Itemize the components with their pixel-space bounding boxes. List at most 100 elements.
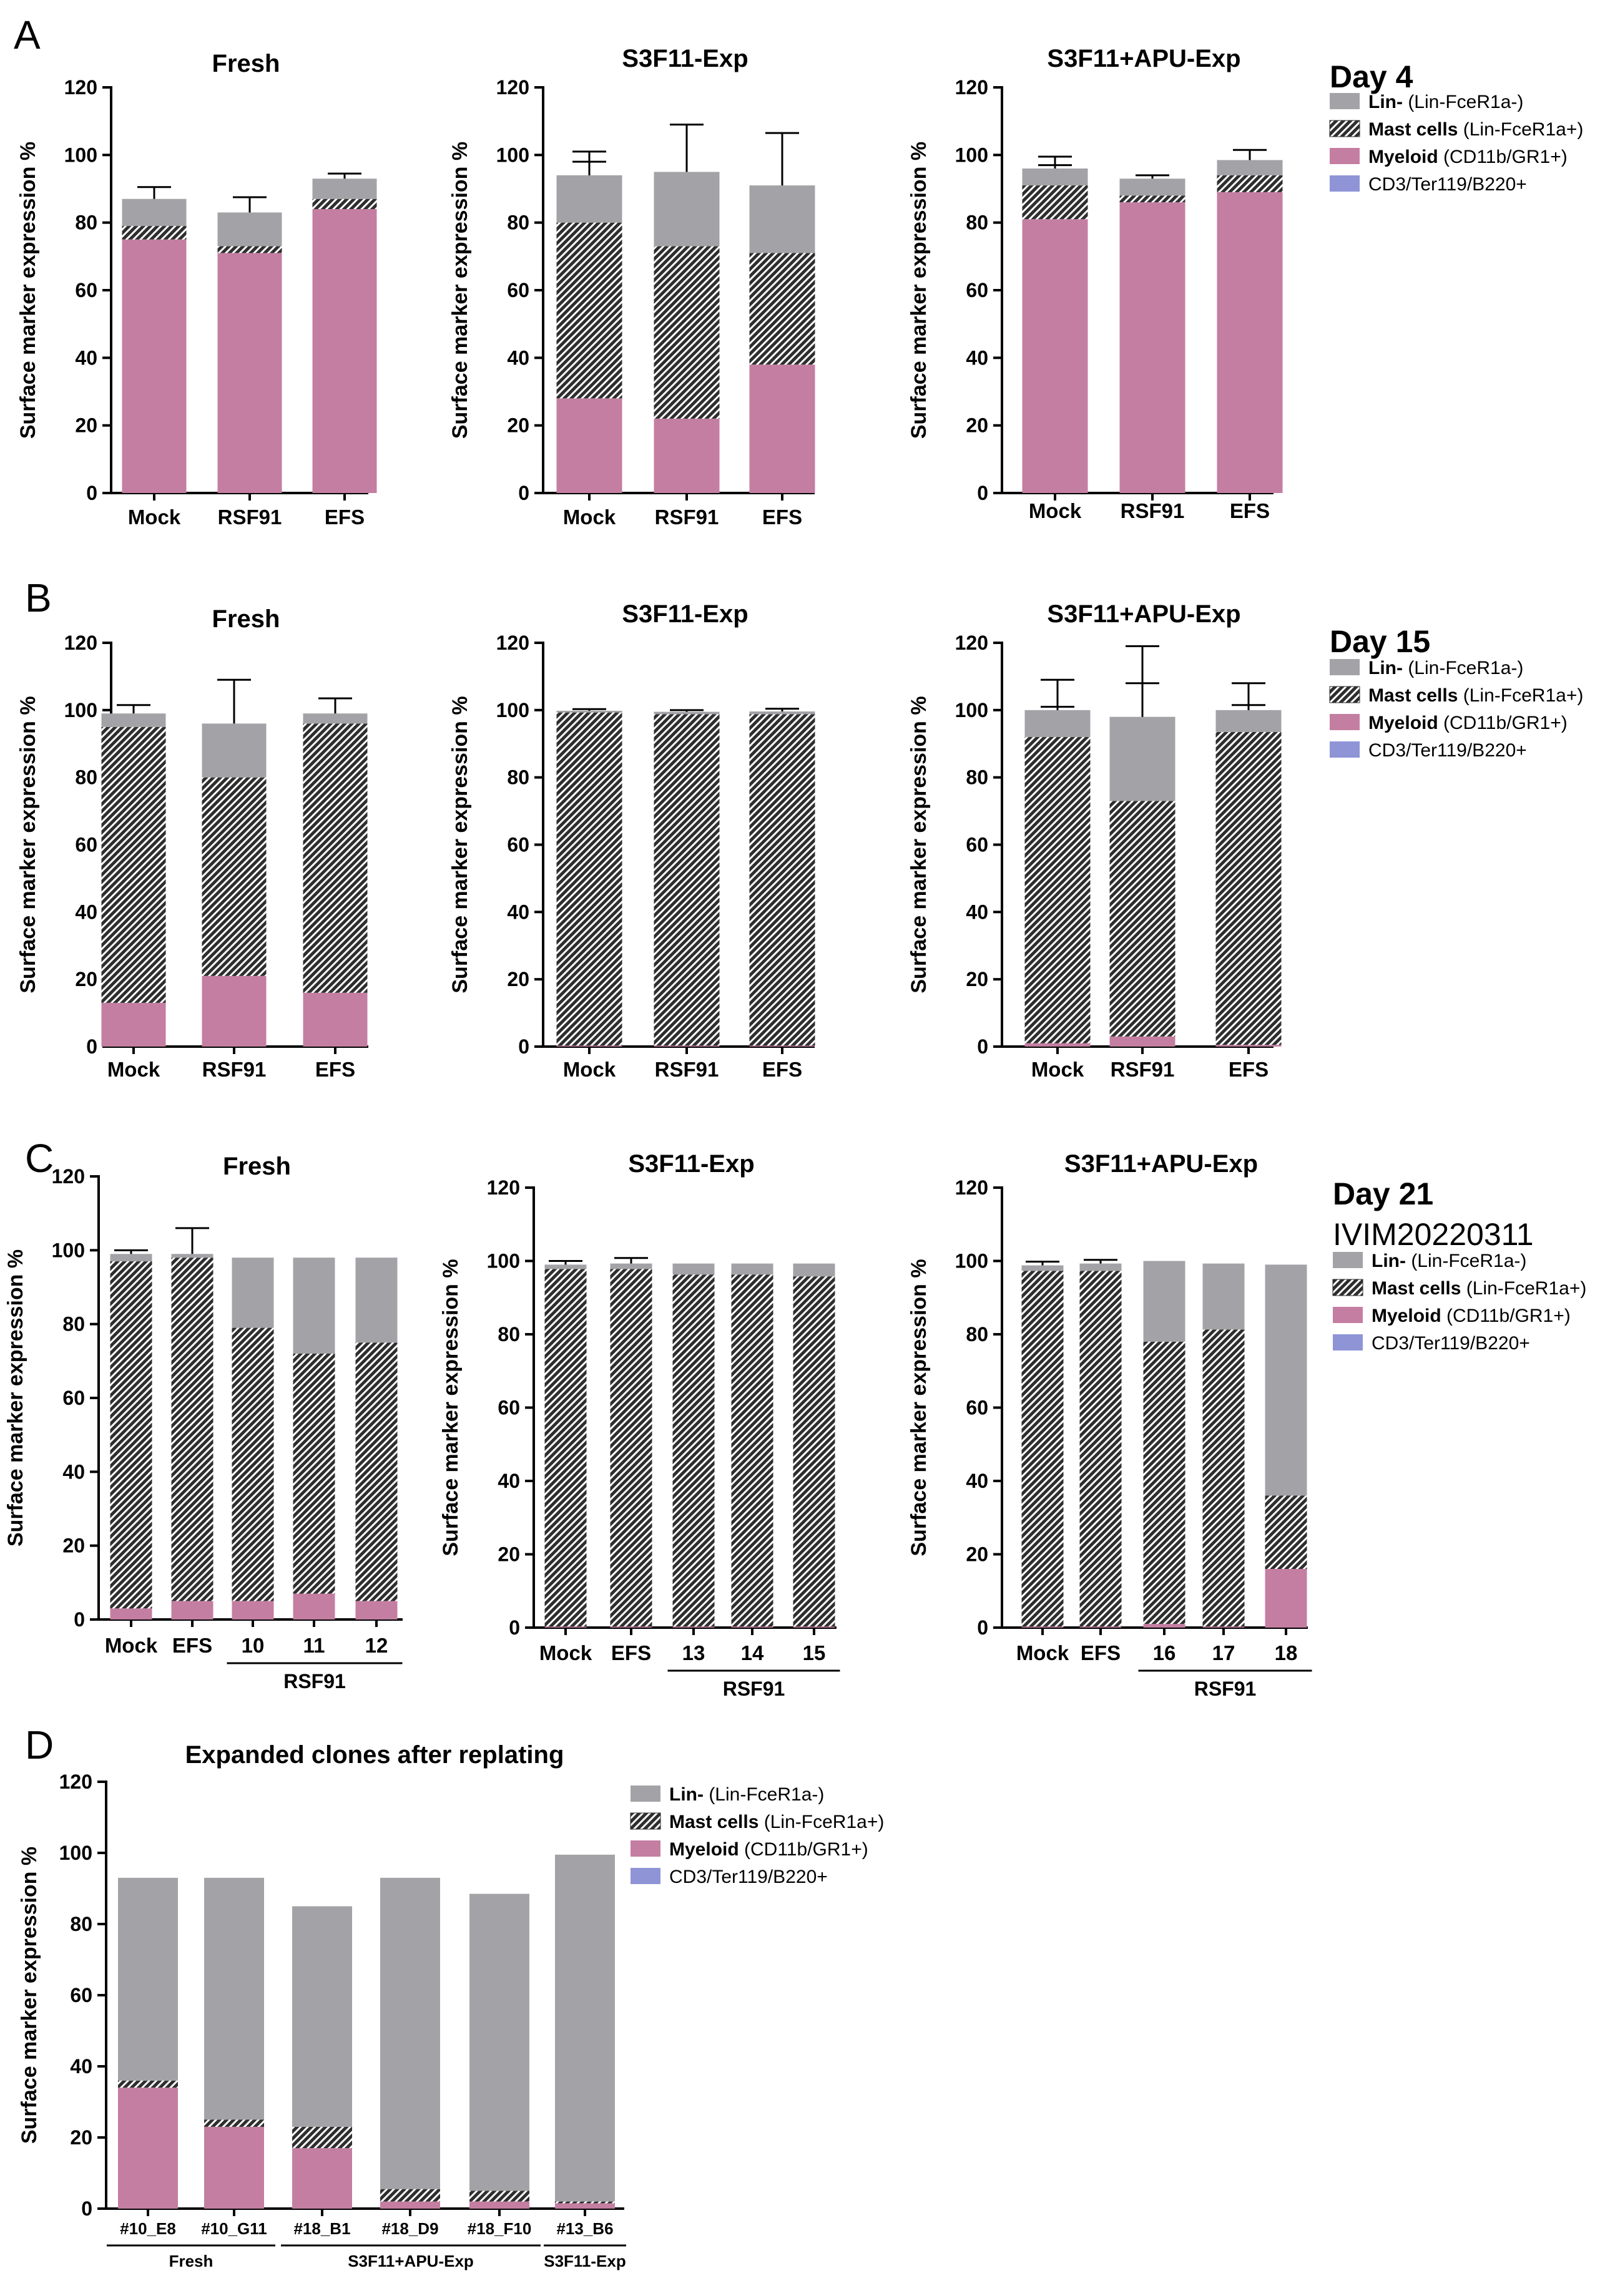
y-tick-label: 40 xyxy=(966,346,988,369)
legend-label-cd3-ter119-b220: CD3/Ter119/B220+ xyxy=(1372,1333,1530,1354)
bar-segment-mast-cells xyxy=(293,1354,335,1594)
day-label-a: Day 4 xyxy=(1330,59,1413,94)
legend-swatch-myeloid xyxy=(1330,714,1360,730)
chart-c-6: Fresh Surface marker expression % 0 20 40 60 8… xyxy=(4,1153,403,1693)
y-tick-label: 80 xyxy=(966,766,988,789)
bar-segment-lin-neg xyxy=(1119,178,1185,196)
bar-segment-mast-cells xyxy=(1265,1495,1307,1569)
x-tick-label: RSF91 xyxy=(202,1058,267,1081)
x-tick-label: 16 xyxy=(1153,1641,1176,1664)
bar-segment-myeloid xyxy=(731,1626,773,1628)
y-tick-label: 120 xyxy=(64,632,97,654)
y-tick-label: 40 xyxy=(498,1470,520,1492)
legend-label-myeloid: Myeloid (CD11b/GR1+) xyxy=(1368,713,1568,733)
x-tick-label: #10_G11 xyxy=(201,2219,267,2238)
bar-segment-myeloid xyxy=(122,239,187,493)
legend-label-myeloid: Myeloid (CD11b/GR1+) xyxy=(1372,1306,1571,1326)
x-tick-label: #18_F10 xyxy=(468,2219,532,2238)
x-tick-label: RSF91 xyxy=(218,506,282,529)
bar-segment-lin-neg xyxy=(610,1263,652,1269)
y-tick-label: 20 xyxy=(507,414,529,437)
y-axis-label: Surface marker expression % xyxy=(17,1847,41,2144)
bar-segment-lin-neg xyxy=(122,198,187,227)
bar-segment-mast-cells xyxy=(1024,736,1091,1043)
bar-segment-myeloid xyxy=(1217,192,1283,493)
legend-b: Lin- (Lin-FceR1a-) Mast cells (Lin-FceR1a… xyxy=(1329,658,1583,761)
legend-label-mast-cells: Mast cells (Lin-FceR1a+) xyxy=(669,1812,884,1832)
y-tick-label: 100 xyxy=(64,699,97,721)
y-tick-label: 120 xyxy=(59,1771,92,1793)
y-tick-label: 80 xyxy=(75,766,97,789)
bar-segment-myeloid xyxy=(654,1045,720,1047)
y-tick-label: 60 xyxy=(966,279,988,301)
x-tick-label: 17 xyxy=(1212,1641,1235,1664)
legend-label-bold: Myeloid xyxy=(1372,1306,1441,1326)
y-tick-label: 60 xyxy=(966,1397,988,1419)
x-tick-label: 15 xyxy=(803,1641,826,1664)
bar-segment-mast-cells xyxy=(1215,731,1282,1045)
legend-label-detail: (CD11b/GR1+) xyxy=(1438,713,1568,733)
y-tick-label: 120 xyxy=(955,76,988,99)
legend-label-mast-cells: Mast cells (Lin-FceR1a+) xyxy=(1368,119,1583,140)
bar-segment-myeloid xyxy=(1143,1624,1185,1628)
bar-segment-myeloid xyxy=(292,2148,352,2209)
bar-segment-mast-cells xyxy=(122,226,187,240)
bar-segment-myeloid xyxy=(1079,1626,1122,1628)
y-axis-label: Surface marker expression % xyxy=(16,142,40,439)
bar-segment-myeloid xyxy=(544,1626,587,1628)
legend-swatch-lin-neg xyxy=(1330,659,1360,675)
chart-title: S3F11-Exp xyxy=(622,600,748,628)
bar-segment-lin-neg xyxy=(731,1263,773,1275)
bar-segment-lin-neg xyxy=(1143,1261,1185,1342)
bar-segment-lin-neg xyxy=(469,1893,529,2191)
bar-segment-lin-neg xyxy=(118,1877,178,2081)
legend-label-detail: (Lin-FceR1a-) xyxy=(1406,1251,1526,1271)
bar-segment-lin-neg xyxy=(556,175,622,223)
bar-segment-myeloid xyxy=(101,1002,166,1047)
legend-label-detail: (CD11b/GR1+) xyxy=(1438,147,1568,167)
y-tick-label: 20 xyxy=(498,1543,520,1566)
legend-label-bold: Mast cells xyxy=(1368,119,1458,140)
x-tick-label: Mock xyxy=(563,506,616,529)
bar-segment-mast-cells xyxy=(555,2201,615,2204)
y-tick-label: 40 xyxy=(966,1470,988,1492)
x-tick-label: #18_B1 xyxy=(293,2219,350,2238)
legend-label-detail: (Lin-FceR1a-) xyxy=(704,1784,824,1805)
y-tick-label: 100 xyxy=(955,1250,988,1273)
y-tick-label: 60 xyxy=(70,1984,92,2006)
y-tick-label: 0 xyxy=(977,482,988,504)
y-tick-label: 120 xyxy=(955,1176,988,1199)
legend-label-detail: (CD11b/GR1+) xyxy=(739,1839,868,1860)
group-label: S3F11+APU-Exp xyxy=(348,2252,474,2270)
x-tick-label: EFS xyxy=(315,1058,355,1081)
y-tick-label: 40 xyxy=(62,1460,85,1483)
bar-segment-lin-neg xyxy=(1215,710,1282,732)
legend-label-myeloid: Myeloid (CD11b/GR1+) xyxy=(669,1839,868,1860)
y-tick-label: 100 xyxy=(52,1239,85,1261)
y-tick-label: 40 xyxy=(966,901,988,923)
legend-swatch-cd3-ter119-b220 xyxy=(1330,741,1360,758)
bar-segment-lin-neg xyxy=(202,723,267,778)
bar-segment-lin-neg xyxy=(312,178,377,199)
x-tick-label: EFS xyxy=(1229,1058,1269,1081)
chart-b-4: S3F11-Exp Surface marker expression % 0 20 4… xyxy=(448,600,815,1081)
legend-label-detail: (Lin-FceR1a+) xyxy=(1458,119,1583,140)
chart-title: Fresh xyxy=(212,605,280,633)
bar-segment-mast-cells xyxy=(1202,1329,1245,1627)
day-label-c: Day 21 xyxy=(1333,1176,1433,1211)
bar-segment-myeloid xyxy=(610,1626,652,1628)
bar-segment-lin-neg xyxy=(1217,160,1283,175)
legend-label-detail: CD3/Ter119/B220+ xyxy=(669,1867,828,1887)
bar-segment-mast-cells xyxy=(1143,1341,1185,1624)
bar-segment-lin-neg xyxy=(749,185,815,253)
bar-segment-mast-cells xyxy=(1021,1271,1064,1627)
legend-d: Lin- (Lin-FceR1a-) Mast cells (Lin-FceR1a… xyxy=(630,1784,884,1887)
bar-segment-myeloid xyxy=(793,1626,835,1628)
y-tick-label: 60 xyxy=(507,834,529,856)
bar-segment-lin-neg xyxy=(1022,169,1088,186)
y-tick-label: 60 xyxy=(507,279,529,301)
y-tick-label: 40 xyxy=(75,901,97,923)
y-tick-label: 60 xyxy=(75,834,97,856)
y-tick-label: 100 xyxy=(496,144,529,166)
